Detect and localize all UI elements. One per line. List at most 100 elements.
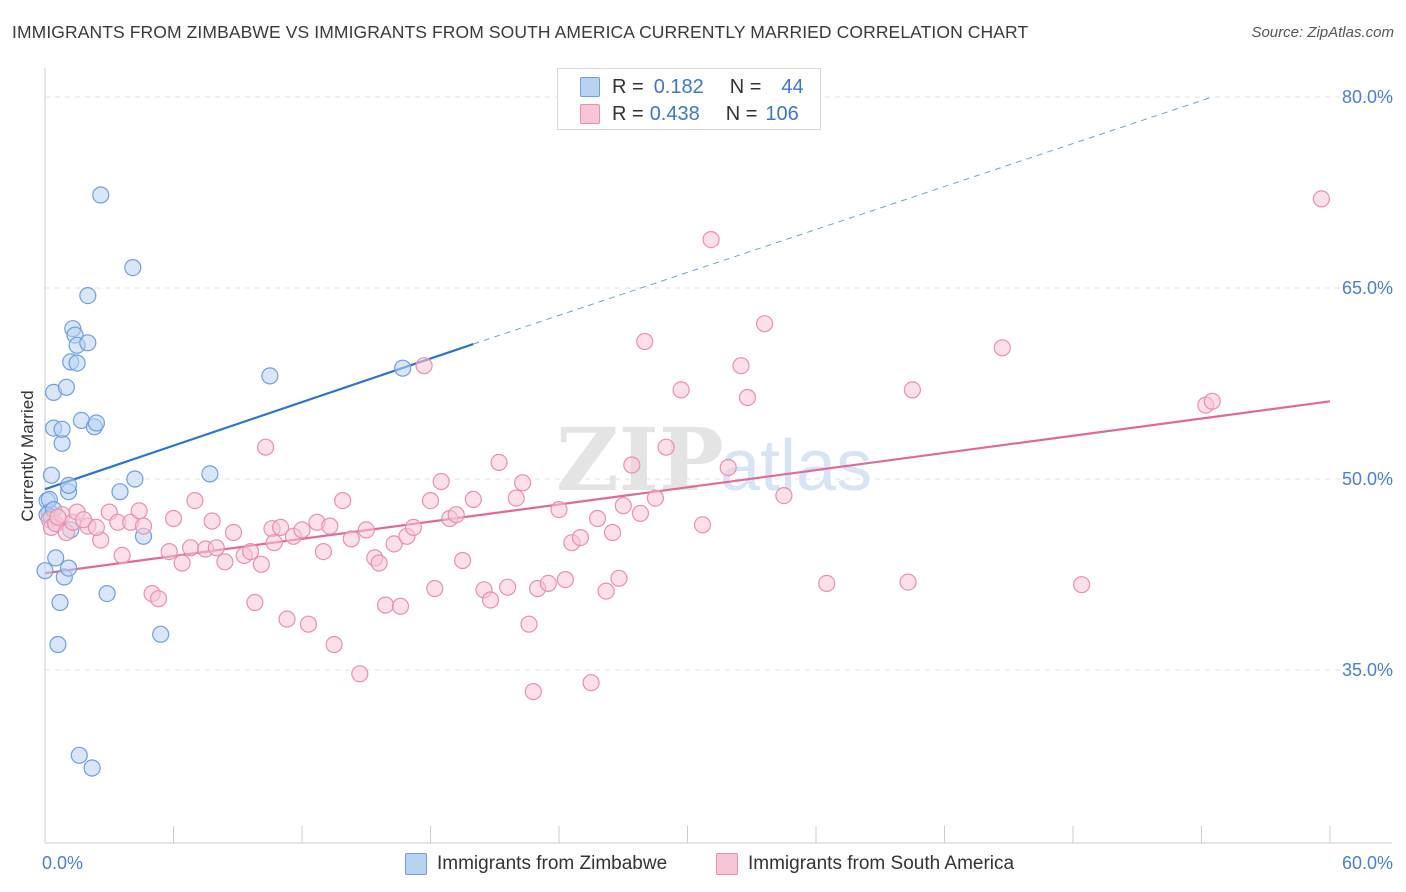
point-south-america (1203, 392, 1221, 410)
point-south-america (164, 509, 183, 528)
legend-r-label: R = (612, 102, 644, 125)
point-south-america (74, 511, 93, 529)
point-south-america (278, 610, 296, 628)
watermark-zip: ZIP (556, 410, 724, 511)
legend-row-south-america: R = 0.438 N = 106 (580, 101, 799, 127)
point-zimbabwe (59, 559, 78, 577)
axes (44, 68, 1392, 844)
point-south-america (738, 388, 757, 407)
point-south-america (130, 502, 148, 520)
point-south-america (370, 554, 388, 572)
y-tick-label: 80.0% (1342, 87, 1393, 107)
trend-line-south-america (44, 400, 1331, 575)
bottom-legend-label: Immigrants from South America (748, 853, 1015, 874)
x-tick-label-min: 0.0% (42, 853, 83, 873)
point-south-america (182, 539, 200, 557)
point-south-america (597, 582, 615, 600)
point-south-america (614, 497, 632, 515)
point-south-america (342, 530, 360, 548)
point-south-america (173, 554, 191, 572)
point-south-america (325, 635, 343, 654)
point-south-america (321, 517, 339, 535)
point-zimbabwe (201, 465, 219, 483)
point-zimbabwe (92, 186, 110, 204)
point-south-america (160, 542, 178, 561)
point-south-america (203, 512, 221, 530)
point-south-america (432, 472, 450, 491)
point-south-america (1072, 576, 1091, 594)
point-zimbabwe (36, 562, 54, 580)
point-zimbabwe (124, 259, 142, 277)
point-south-america (224, 523, 243, 542)
point-south-america (603, 523, 622, 542)
point-zimbabwe (261, 367, 279, 385)
legend-r-value: 0.438 (649, 102, 700, 125)
y-tick-label: 65.0% (1342, 278, 1393, 298)
point-south-america (186, 492, 204, 510)
point-zimbabwe (152, 625, 170, 643)
point-south-america (421, 492, 440, 510)
point-south-america (391, 597, 410, 615)
point-south-america (755, 315, 774, 333)
point-south-america (899, 573, 917, 591)
point-south-america (775, 487, 793, 505)
legend-row-zimbabwe: R = 0.182 N = 44 (580, 74, 804, 100)
legend-n-label: N = (729, 75, 762, 98)
point-south-america (513, 474, 532, 492)
point-south-america (524, 682, 542, 701)
gridlines (45, 96, 1392, 671)
point-south-america (464, 490, 482, 508)
data-points (36, 186, 1331, 777)
point-south-america (623, 456, 641, 474)
point-zimbabwe (87, 414, 106, 432)
watermark: ZIP atlas (556, 410, 872, 511)
point-south-america (252, 555, 270, 573)
point-south-america (351, 665, 369, 683)
point-south-america (454, 551, 472, 570)
point-south-america (257, 438, 275, 456)
point-zimbabwe (51, 593, 69, 612)
bottom-legend-south-america: Immigrants from South America (716, 852, 1014, 876)
point-south-america (87, 518, 106, 537)
y-tick-label: 50.0% (1342, 469, 1393, 489)
bottom-legend-zimbabwe: Immigrants from Zimbabwe (405, 852, 667, 876)
point-south-america (818, 574, 836, 593)
point-south-america (490, 453, 508, 471)
point-south-america (113, 546, 131, 565)
point-south-america (610, 569, 628, 587)
point-zimbabwe (394, 359, 412, 377)
point-zimbabwe (79, 287, 97, 305)
bottom-legend-swatch-blue (405, 853, 427, 875)
point-south-america (49, 508, 67, 526)
point-south-america (903, 381, 922, 399)
point-south-america (1312, 190, 1331, 208)
legend-n-value: 106 (765, 102, 799, 125)
point-south-america (520, 615, 538, 633)
legend-r-value: 0.182 (653, 75, 704, 98)
point-zimbabwe (111, 483, 129, 501)
point-south-america (149, 590, 168, 608)
point-south-america (357, 521, 375, 539)
point-zimbabwe (68, 354, 86, 372)
x-tick-label-max: 60.0% (1342, 853, 1393, 873)
point-south-america (672, 381, 690, 399)
point-zimbabwe (47, 549, 65, 567)
y-tick-label: 35.0% (1342, 660, 1393, 680)
axis-labels: 35.0% 50.0% 65.0% 80.0% 0.0% 60.0% Currently M… (18, 87, 1393, 873)
bottom-legend-swatch-pink (716, 853, 738, 875)
point-south-america (636, 332, 654, 351)
point-south-america (693, 516, 712, 534)
point-south-america (242, 542, 260, 561)
point-south-america (588, 509, 607, 528)
point-south-america (631, 504, 650, 523)
point-south-america (246, 593, 264, 612)
point-south-america (499, 578, 517, 596)
point-zimbabwe (59, 476, 78, 494)
point-south-america (539, 574, 557, 593)
point-zimbabwe (126, 470, 144, 488)
point-south-america (719, 458, 737, 477)
y-axis-title: Currently Married (18, 390, 37, 521)
point-south-america (993, 339, 1011, 357)
stats-legend: R = 0.182 N = 44 R = 0.438 N = 106 (557, 68, 821, 130)
